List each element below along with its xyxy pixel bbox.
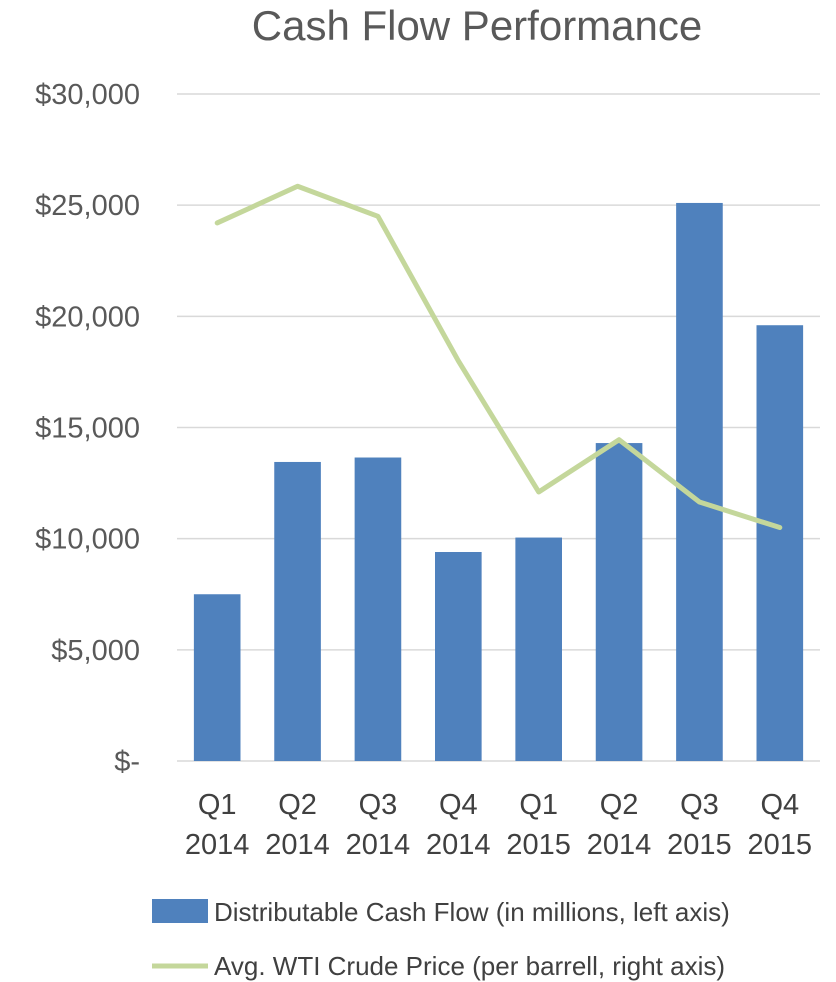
bar [193, 594, 241, 761]
x-tick-label: Q1 2014 [185, 789, 250, 861]
line-series [214, 183, 783, 531]
chart-title: Cash Flow Performance [252, 2, 703, 49]
legend-bar-swatch [152, 899, 208, 923]
y-tick-label: $25,000 [35, 190, 140, 222]
bar [354, 457, 402, 761]
bar [756, 325, 804, 761]
x-tick-label: Q2 2014 [587, 789, 652, 861]
x-tick-label: Q1 2015 [506, 789, 571, 861]
bar [435, 552, 482, 761]
bar [515, 537, 562, 761]
y-tick-label: $30,000 [35, 79, 140, 111]
x-tick-label: Q2 2014 [265, 789, 330, 861]
x-tick-label: Q4 2014 [426, 789, 491, 861]
y-tick-label: $10,000 [35, 524, 140, 556]
legend-bar-label: Distributable Cash Flow (in millions, le… [214, 897, 730, 927]
y-tick-label: $- [114, 746, 140, 778]
x-tick-label: Q3 2014 [346, 789, 411, 861]
legend-line-label: Avg. WTI Crude Price (per barrell, right… [214, 951, 725, 981]
bar [595, 443, 643, 761]
x-tick-label: Q4 2015 [748, 789, 813, 861]
y-tick-label: $15,000 [35, 413, 140, 445]
bar-series [193, 202, 804, 761]
bar [274, 461, 321, 761]
bar [676, 202, 723, 761]
y-axis-ticks: $- $5,000 $10,000 $15,000 $20,000 $25,000 $30,… [35, 79, 140, 778]
legend: Distributable Cash Flow (in millions, le… [152, 897, 730, 981]
series-line [214, 183, 783, 531]
x-tick-label: Q3 2015 [667, 789, 732, 861]
y-tick-label: $5,000 [51, 635, 140, 667]
y-tick-label: $20,000 [35, 301, 140, 333]
